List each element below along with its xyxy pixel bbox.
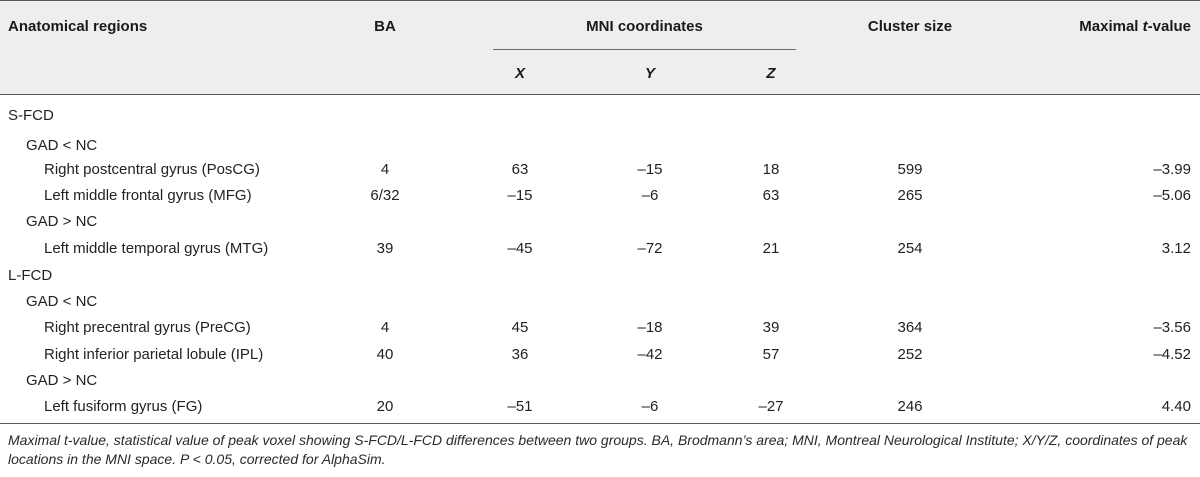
t-value-cell: 3.12 xyxy=(1161,240,1191,257)
cluster-size-cell: 265 xyxy=(897,187,923,204)
y-cell: –42 xyxy=(637,346,663,363)
y-cell: –18 xyxy=(637,319,663,336)
y-cell: –6 xyxy=(641,398,659,415)
region-name-cell: Right postcentral gyrus (PosCG) xyxy=(44,161,260,178)
region-name-cell: S-FCD xyxy=(8,107,54,124)
region-name-cell: Left middle frontal gyrus (MFG) xyxy=(44,187,252,204)
table-row: Left middle temporal gyrus (MTG) 39 –45 –72… xyxy=(0,234,1200,264)
cluster-size-cell: 254 xyxy=(897,240,923,257)
table-row: Left fusiform gyrus (FG) 20 –51 –6 –27 246 4.4… xyxy=(0,392,1200,422)
region-name-cell: GAD > NC xyxy=(26,213,98,230)
t-value-cell: –3.99 xyxy=(1153,161,1191,178)
region-name-cell: L-FCD xyxy=(8,267,53,284)
t-value-cell: –5.06 xyxy=(1153,187,1191,204)
mni-divider xyxy=(493,49,796,50)
cluster-size-cell: 246 xyxy=(897,398,923,415)
z-cell: –27 xyxy=(758,398,784,415)
y-cell: –72 xyxy=(637,240,663,257)
ba-cell: 4 xyxy=(380,161,390,178)
z-cell: 57 xyxy=(762,346,780,363)
ba-cell: 6/32 xyxy=(370,187,400,204)
table-row: GAD > NC xyxy=(0,207,1200,237)
header-z: Z xyxy=(766,65,776,82)
ba-cell: 40 xyxy=(376,346,394,363)
header-mni-coordinates: MNI coordinates xyxy=(586,18,703,35)
region-name-cell: GAD < NC xyxy=(26,137,98,154)
header-anatomical-regions: Anatomical regions xyxy=(8,18,148,35)
x-cell: 63 xyxy=(511,161,529,178)
table-row: L-FCD xyxy=(0,261,1200,291)
z-cell: 21 xyxy=(762,240,780,257)
table-header: Anatomical regions BA MNI coordinates X … xyxy=(0,0,1200,95)
t-value-cell: –3.56 xyxy=(1153,319,1191,336)
table-row: Left middle frontal gyrus (MFG) 6/32 –15 –6… xyxy=(0,181,1200,211)
region-name-cell: Right inferior parietal lobule (IPL) xyxy=(44,346,264,363)
z-cell: 18 xyxy=(762,161,780,178)
header-x: X xyxy=(514,65,525,82)
table-row: Right precentral gyrus (PreCG) 4 45 –18 39 36… xyxy=(0,313,1200,343)
cluster-size-cell: 599 xyxy=(897,161,923,178)
table-row: S-FCD xyxy=(0,101,1200,131)
table-row: Right postcentral gyrus (PosCG) 4 63 –15 18 5… xyxy=(0,155,1200,185)
header-cluster-size: Cluster size xyxy=(867,18,953,35)
x-cell: –15 xyxy=(507,187,533,204)
z-cell: 63 xyxy=(762,187,780,204)
z-cell: 39 xyxy=(762,319,780,336)
region-name-cell: Right precentral gyrus (PreCG) xyxy=(44,319,251,336)
y-cell: –15 xyxy=(637,161,663,178)
x-cell: –51 xyxy=(507,398,533,415)
cluster-size-cell: 252 xyxy=(897,346,923,363)
t-value-cell: 4.40 xyxy=(1161,398,1191,415)
x-cell: –45 xyxy=(507,240,533,257)
header-y: Y xyxy=(644,65,655,82)
region-name-cell: GAD < NC xyxy=(26,293,98,310)
table-row: GAD > NC xyxy=(0,366,1200,396)
table-row: GAD < NC xyxy=(0,131,1200,161)
region-name-cell: Left fusiform gyrus (FG) xyxy=(44,398,203,415)
x-cell: 45 xyxy=(511,319,529,336)
x-cell: 36 xyxy=(511,346,529,363)
cluster-size-cell: 364 xyxy=(897,319,923,336)
table-bottom-rule xyxy=(0,423,1200,424)
ba-cell: 4 xyxy=(380,319,390,336)
y-cell: –6 xyxy=(641,187,659,204)
table-footnote: Maximal t-value, statistical value of pe… xyxy=(8,432,1188,467)
table-row: GAD < NC xyxy=(0,287,1200,317)
region-name-cell: Left middle temporal gyrus (MTG) xyxy=(44,240,269,257)
ba-cell: 39 xyxy=(376,240,394,257)
table-row: Right inferior parietal lobule (IPL) 40 36… xyxy=(0,340,1200,370)
header-maximal-t-value: Maximal t-value xyxy=(1079,18,1191,35)
region-name-cell: GAD > NC xyxy=(26,372,98,389)
ba-cell: 20 xyxy=(376,398,394,415)
t-value-cell: –4.52 xyxy=(1153,346,1191,363)
header-ba: BA xyxy=(374,18,396,35)
